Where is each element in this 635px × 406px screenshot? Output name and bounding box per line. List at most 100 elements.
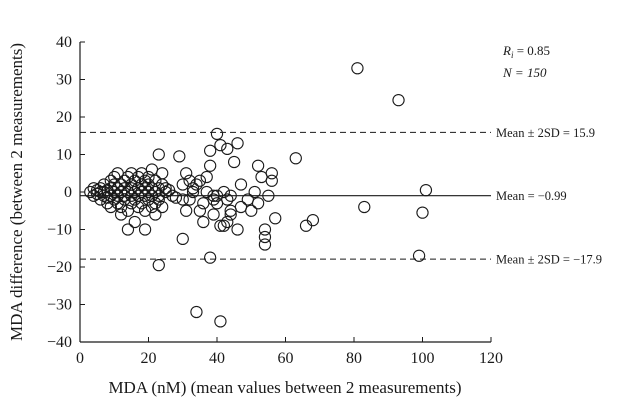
data-point (419, 183, 433, 197)
data-point (234, 200, 248, 214)
data-point (306, 213, 320, 227)
data-point (224, 189, 237, 202)
data-point (214, 219, 227, 232)
x-axis-label: MDA (nM) (mean values between 2 measurem… (108, 378, 461, 397)
data-point (248, 185, 261, 199)
data-point (231, 223, 244, 236)
data-point (299, 219, 313, 232)
data-point (265, 167, 278, 180)
data-point (186, 182, 200, 195)
data-point (255, 170, 268, 184)
data-point (152, 258, 165, 272)
data-point (183, 174, 196, 187)
ri-subscript: i (511, 50, 514, 60)
data-point (138, 174, 152, 187)
data-point (203, 251, 217, 264)
data-point (200, 170, 213, 184)
data-point (214, 315, 227, 328)
data-point (392, 93, 405, 107)
data-point (358, 200, 371, 214)
data-point (203, 159, 217, 172)
data-point (258, 223, 272, 236)
data-point (152, 189, 165, 202)
data-point (203, 144, 217, 157)
data-point (142, 170, 155, 184)
data-point (118, 174, 131, 187)
ri-symbol: R (502, 43, 511, 58)
x-tick-label: 80 (346, 350, 362, 367)
x-tick-label: 100 (411, 350, 435, 367)
data-point (289, 152, 302, 165)
n-stat: N = 150 (502, 65, 547, 80)
data-point (125, 197, 138, 210)
data-point (197, 215, 210, 229)
data-point (152, 148, 165, 161)
data-point (145, 200, 159, 214)
data-point (214, 138, 227, 152)
data-point (156, 167, 169, 180)
reference-line-label: Mean ± 2SD = −17.9 (496, 253, 602, 267)
ri-stat: Ri = 0.85 (502, 43, 550, 60)
data-point (193, 174, 207, 187)
data-point (138, 204, 152, 217)
data-point (149, 174, 162, 187)
data-point (132, 200, 145, 214)
data-point (186, 185, 200, 199)
y-tick-label: 0 (64, 184, 72, 201)
y-tick-label: 10 (56, 147, 72, 164)
data-point (162, 183, 176, 197)
data-point (176, 232, 189, 246)
data-point (180, 167, 193, 180)
data-point (180, 204, 193, 217)
data-points (84, 62, 433, 328)
y-tick-label: 20 (56, 109, 72, 126)
data-point (412, 249, 426, 262)
data-point (121, 170, 135, 184)
data-point (104, 200, 117, 214)
data-point (217, 219, 230, 232)
data-point (221, 142, 234, 156)
data-point (138, 223, 152, 236)
data-point (169, 191, 183, 204)
data-point (128, 174, 141, 187)
y-tick-label: −10 (47, 222, 72, 239)
y-ticks: 40 30 20 10 0 −10 −20 −30 −40 (47, 34, 85, 351)
data-point (251, 197, 265, 210)
reference-line-label: Mean ± 2SD = 15.9 (496, 126, 595, 140)
data-point (152, 193, 165, 206)
data-point (156, 200, 169, 214)
data-point (217, 185, 230, 199)
y-tick-label: −40 (47, 334, 72, 351)
data-point (111, 197, 124, 210)
data-point (207, 208, 220, 221)
data-point (183, 193, 196, 206)
data-point (190, 305, 203, 319)
data-point (145, 163, 159, 176)
data-point (149, 208, 162, 221)
data-point (221, 193, 234, 206)
data-point (114, 208, 128, 221)
data-point (234, 178, 248, 191)
x-ticks: 0 20 40 60 80 100 120 (76, 337, 503, 367)
data-point (197, 197, 210, 210)
data-point (265, 174, 278, 187)
data-point (251, 159, 265, 172)
data-point (258, 230, 272, 244)
data-point (176, 178, 189, 191)
data-point (351, 62, 364, 75)
reference-lines: Mean ± 2SD = 15.9 Mean = −0.99 Mean ± 2SD … (80, 126, 602, 267)
data-point (227, 155, 241, 169)
data-point (132, 170, 145, 184)
data-point (121, 204, 135, 217)
data-point (221, 215, 234, 229)
data-point (176, 193, 189, 206)
x-tick-label: 40 (209, 350, 225, 367)
x-tick-label: 0 (76, 350, 84, 367)
data-point (416, 206, 429, 219)
data-point (258, 238, 272, 251)
x-tick-label: 20 (141, 350, 157, 367)
data-point (210, 127, 224, 141)
y-tick-label: 30 (56, 72, 72, 89)
y-tick-label: 40 (56, 34, 72, 51)
